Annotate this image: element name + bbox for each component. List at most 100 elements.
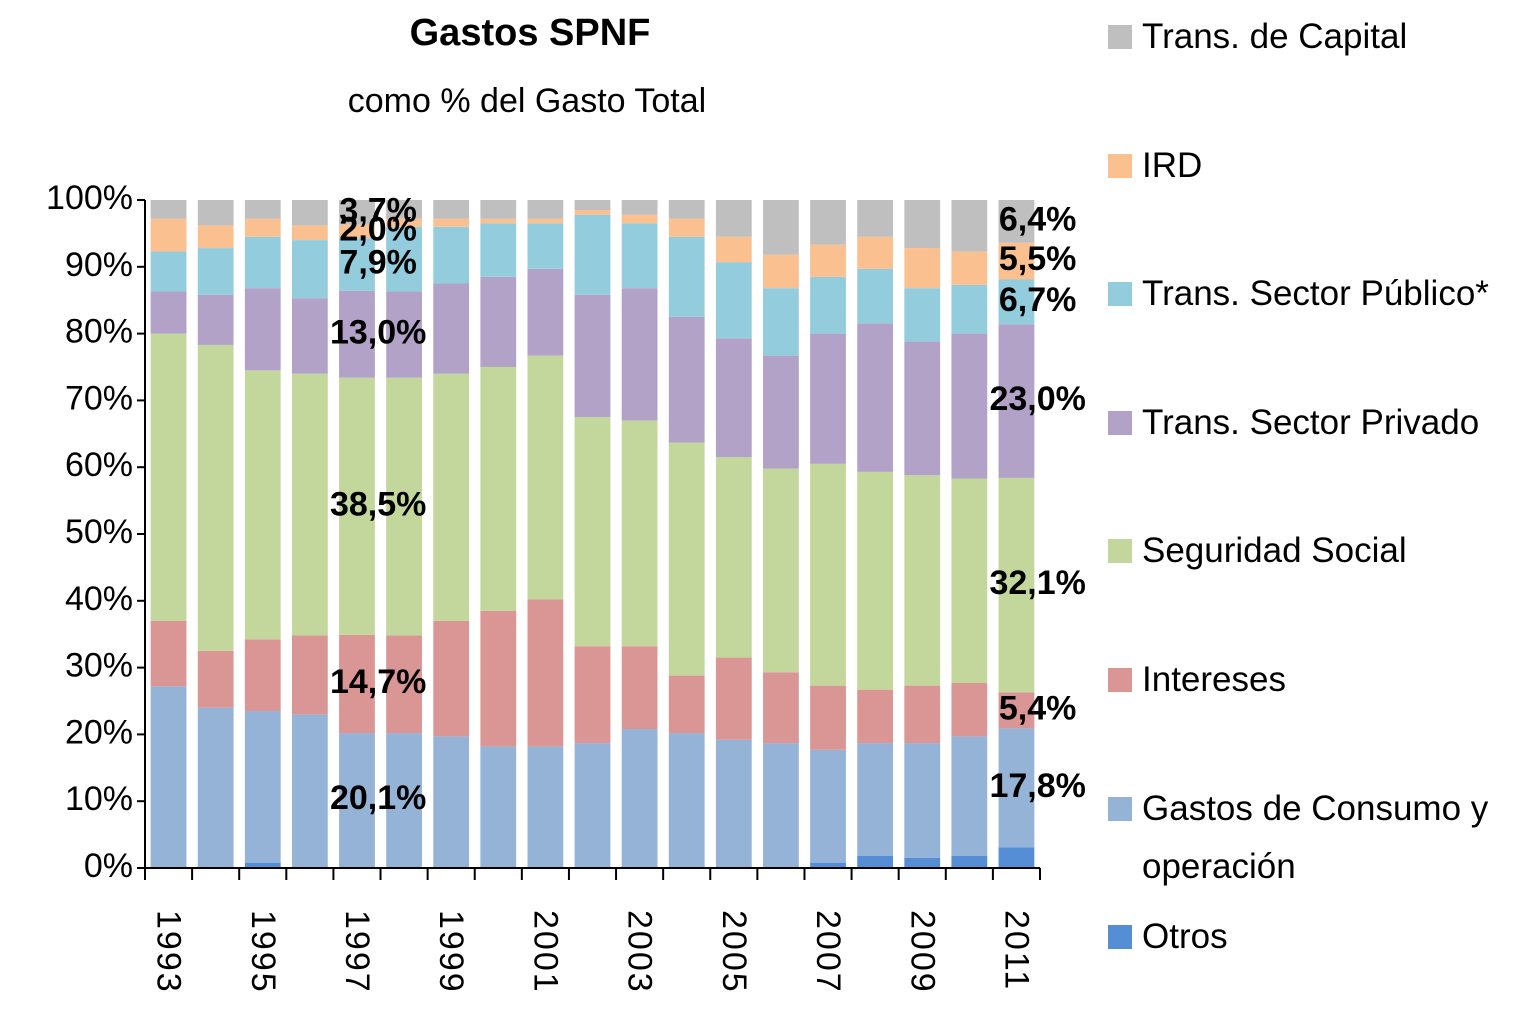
bar-segment <box>951 284 988 334</box>
bar-segment <box>998 477 1035 693</box>
legend-swatch <box>1108 154 1132 178</box>
x-tick-label: 1993 <box>150 910 188 994</box>
bar-segment <box>668 733 705 868</box>
data-label: 13,0% <box>330 313 426 351</box>
bar-segment <box>810 685 846 750</box>
bar-segment <box>951 682 988 737</box>
bar-segment <box>339 733 375 868</box>
data-label: 17,8% <box>989 767 1085 805</box>
bar-segment <box>621 288 658 421</box>
x-tick-label: 2007 <box>809 910 847 994</box>
legend-swatch <box>1108 411 1132 435</box>
bar-segment <box>857 855 894 868</box>
bar-segment <box>480 276 517 367</box>
bar-segment <box>480 223 517 277</box>
data-label: 2,0% <box>339 210 417 248</box>
bar-segment <box>197 344 234 651</box>
bar-segment <box>433 736 470 868</box>
bar-segment <box>433 373 470 621</box>
legend-item: Seguridad Social <box>1108 522 1518 580</box>
legend-swatch <box>1108 282 1132 306</box>
legend-swatch <box>1108 25 1132 49</box>
bar-segment <box>904 475 941 686</box>
y-tick-label: 20% <box>65 713 133 751</box>
bar-segment <box>998 728 1035 848</box>
legend-swatch <box>1108 925 1132 949</box>
y-tick-label: 80% <box>65 313 133 351</box>
bar-segment <box>715 200 752 237</box>
bar-segment <box>763 672 799 744</box>
bar-segment <box>763 254 799 289</box>
bar-segment <box>527 355 564 600</box>
bar-segment <box>574 294 611 418</box>
bar-segment <box>150 333 187 621</box>
data-label: 23,0% <box>989 380 1085 418</box>
bar-segment <box>150 218 187 252</box>
y-tick-label: 10% <box>65 780 133 818</box>
bar-segment <box>810 463 846 686</box>
bar-segment <box>386 733 422 868</box>
legend-label: Intereses <box>1142 660 1286 699</box>
x-tick-label: 2005 <box>715 910 753 994</box>
data-label: 20,1% <box>330 779 426 817</box>
bar-segment <box>668 675 705 734</box>
bar-segment <box>433 218 470 227</box>
bar-segment <box>810 333 846 464</box>
data-label: 5,5% <box>999 240 1077 278</box>
bar-segment <box>998 847 1035 868</box>
bar-segment <box>150 200 187 219</box>
bar-segment <box>574 646 611 744</box>
data-label: 3,7% <box>339 191 417 229</box>
bar-segment <box>810 749 846 863</box>
bar-segment <box>621 200 658 215</box>
bar-segment <box>574 417 611 647</box>
bar-segment <box>339 224 375 239</box>
bar-segment <box>810 200 846 245</box>
data-label: 14,7% <box>330 663 426 701</box>
bar-segment <box>339 238 375 291</box>
bar-segment <box>668 200 705 219</box>
bar-segment <box>244 218 281 237</box>
bar-segment <box>951 736 988 856</box>
y-tick-label: 70% <box>65 379 133 417</box>
bar-segment <box>527 268 564 356</box>
bar-segment <box>150 686 187 868</box>
bar-segment <box>857 743 894 856</box>
bar-segment <box>951 200 988 252</box>
bar-segment <box>668 442 705 676</box>
bar-segment <box>433 226 470 284</box>
bar-segment <box>197 294 234 345</box>
legend-label: Trans. de Capital <box>1142 17 1408 56</box>
bar-segment <box>998 200 1035 243</box>
bar-segment <box>527 223 564 269</box>
bar-segment <box>763 200 799 255</box>
data-label: 38,5% <box>330 485 426 523</box>
bar-segment <box>480 610 517 747</box>
x-tick-label: 1995 <box>244 910 282 994</box>
bar-segment <box>339 377 375 635</box>
bar-segment <box>197 650 234 708</box>
legend-item: IRD <box>1108 137 1518 195</box>
bar-segment <box>574 210 611 215</box>
bar-segment <box>998 692 1035 729</box>
bar-segment <box>339 634 375 734</box>
bar-segment <box>433 620 470 737</box>
bar-segment <box>904 743 941 858</box>
bar-segment <box>291 200 328 226</box>
y-tick-label: 30% <box>65 647 133 685</box>
bar-segment <box>763 288 799 356</box>
bar-segment <box>291 714 328 868</box>
bar-segment <box>715 739 752 868</box>
bar-segment <box>857 471 894 690</box>
bar-segment <box>857 200 894 237</box>
bar-segment <box>244 370 281 640</box>
bar-segment <box>621 214 658 224</box>
bar-segment <box>386 226 422 292</box>
data-label: 5,4% <box>999 689 1077 727</box>
legend-item: Trans. de Capital <box>1108 8 1518 66</box>
bar-segment <box>527 746 564 868</box>
bar-segment <box>386 291 422 378</box>
bar-segment <box>857 323 894 472</box>
legend-swatch <box>1108 797 1132 821</box>
